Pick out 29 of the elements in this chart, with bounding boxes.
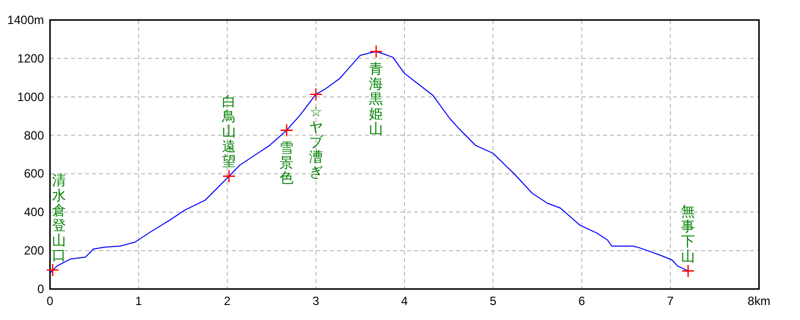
x-tick-label: 7 bbox=[667, 294, 674, 308]
y-tick-label: 800 bbox=[24, 128, 44, 142]
x-tick-label: 0 bbox=[46, 294, 54, 308]
y-tick-label: 0 bbox=[37, 282, 44, 296]
y-tick-label: 400 bbox=[24, 205, 44, 220]
annotation: ☆ヤブ漕ぎ bbox=[308, 103, 324, 180]
y-tick-label: 200 bbox=[24, 244, 44, 258]
x-tick-label: 5 bbox=[490, 294, 497, 308]
y-tick-label: 1000 bbox=[17, 90, 44, 104]
x-tick-label: 6 bbox=[578, 294, 586, 308]
annotation: 無事下山 bbox=[681, 202, 696, 264]
y-tick-label: 1400m bbox=[7, 13, 44, 27]
point bbox=[280, 124, 294, 137]
x-tick-label: 8km bbox=[748, 294, 770, 308]
point bbox=[309, 88, 323, 102]
y-tick-label: 600 bbox=[24, 166, 44, 181]
x-tick-label: 4 bbox=[401, 294, 408, 308]
annotation: 青海黒姫山 bbox=[369, 60, 384, 137]
annotation: 雪景色 bbox=[280, 139, 294, 186]
x-tick-label: 1 bbox=[135, 294, 142, 308]
point bbox=[369, 44, 383, 58]
annotation: 白鳥山遠望 bbox=[221, 93, 236, 170]
point bbox=[681, 264, 695, 278]
point bbox=[46, 263, 60, 277]
x-tick-label: 3 bbox=[312, 294, 320, 308]
point bbox=[222, 170, 236, 183]
annotation: 清水倉登山口 bbox=[52, 172, 66, 263]
x-tick-label: 2 bbox=[224, 294, 231, 308]
y-tick-label: 1200 bbox=[17, 51, 44, 66]
